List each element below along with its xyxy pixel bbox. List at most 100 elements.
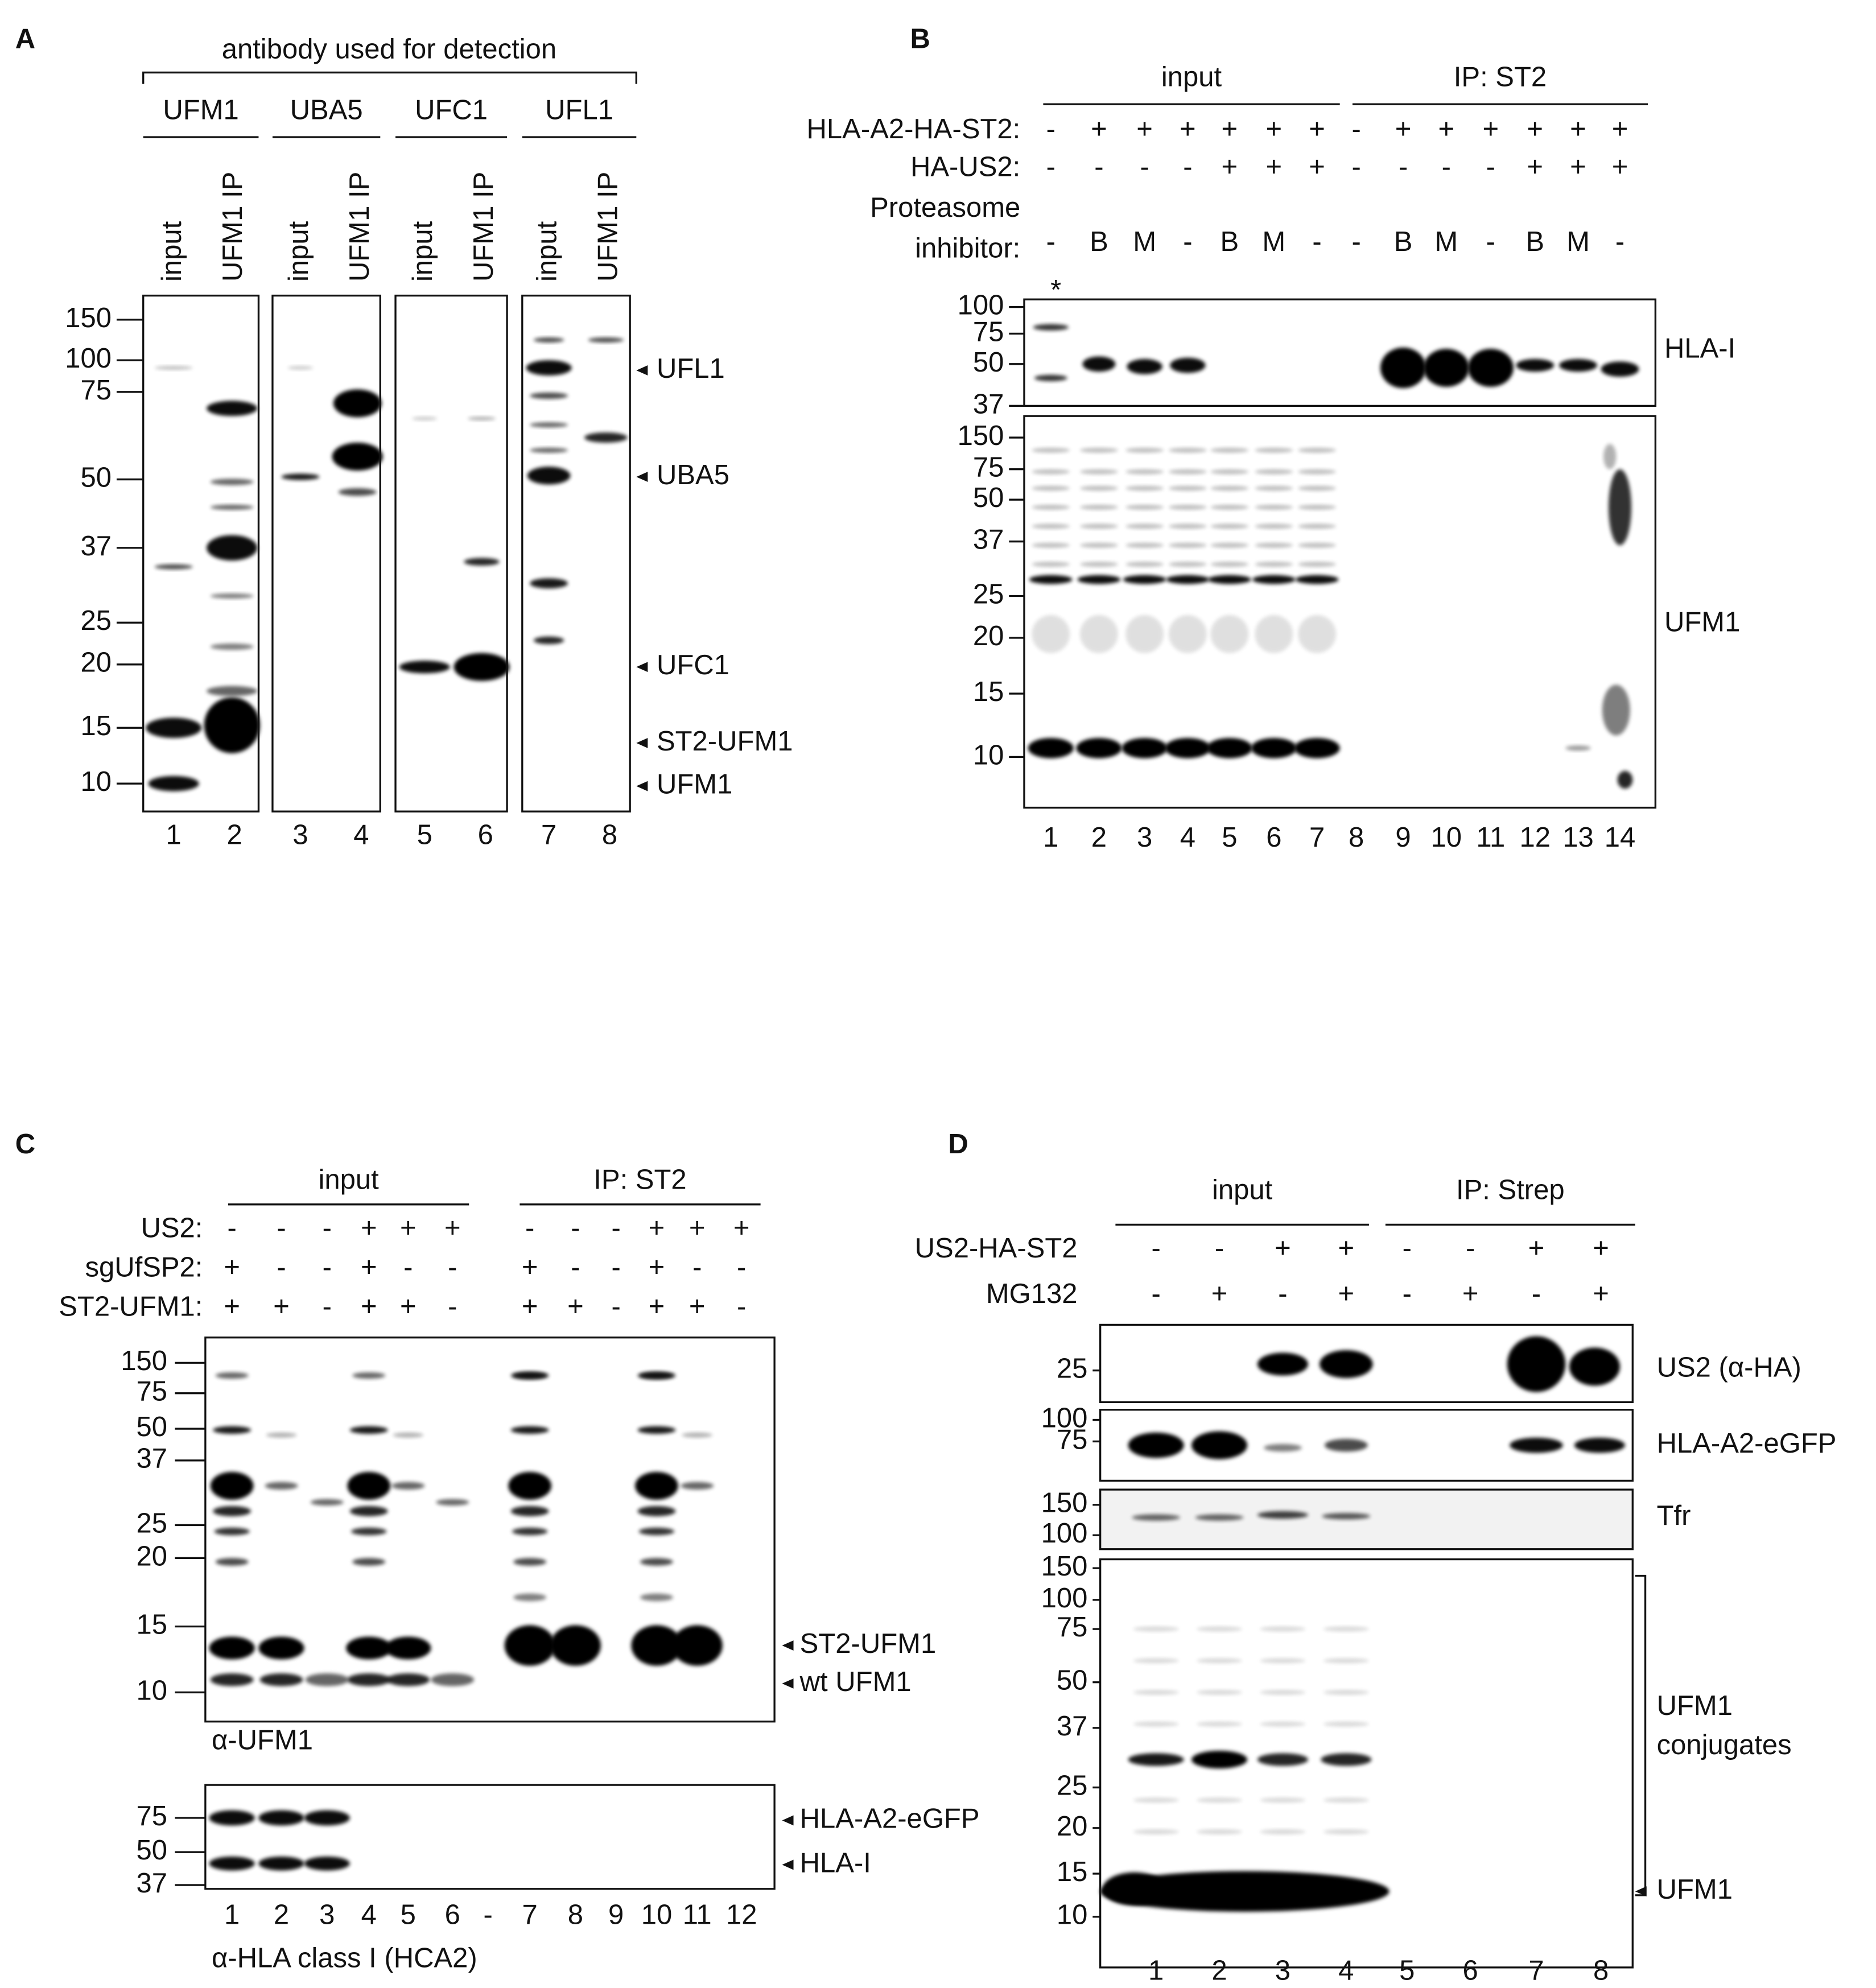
band	[213, 1426, 251, 1434]
blot-label: UFM1	[1657, 1690, 1733, 1721]
condition: +	[1528, 1233, 1545, 1264]
row-label: HA-US2:	[910, 152, 1020, 183]
condition: M	[1566, 226, 1590, 257]
band	[1298, 505, 1336, 510]
condition: +	[1570, 114, 1586, 145]
band	[1080, 469, 1118, 475]
blot-background	[1024, 299, 1656, 406]
arrowhead	[1635, 1886, 1647, 1897]
condition: -	[737, 1291, 746, 1322]
lane-number: 2	[274, 1900, 289, 1931]
band	[1133, 1658, 1179, 1664]
band	[281, 473, 320, 480]
blot-frame	[1023, 415, 1657, 809]
band	[1320, 1350, 1373, 1378]
lane-number: 7	[541, 820, 556, 851]
lane-number: 8	[1349, 822, 1364, 853]
band	[1323, 1721, 1369, 1727]
band	[258, 1636, 304, 1660]
band	[351, 1527, 387, 1536]
condition: -	[323, 1212, 332, 1243]
condition: +	[361, 1291, 377, 1322]
condition: -	[1183, 152, 1192, 183]
band	[1032, 562, 1070, 567]
condition: -	[1486, 152, 1495, 183]
band	[214, 1527, 250, 1536]
mw-marker: 37	[137, 1443, 168, 1474]
condition: +	[1570, 152, 1586, 183]
band	[1257, 1753, 1308, 1766]
band	[1210, 505, 1249, 510]
condition: -	[1532, 1278, 1541, 1309]
condition: -	[1403, 1278, 1412, 1309]
condition: +	[1211, 1278, 1228, 1309]
condition: -	[277, 1212, 286, 1243]
lane-number: 9	[608, 1900, 624, 1931]
condition: -	[1152, 1278, 1161, 1309]
row-label: US2-HA-ST2	[915, 1233, 1078, 1264]
blot-frame	[1099, 1558, 1634, 1969]
band	[352, 1372, 386, 1379]
band	[1191, 1750, 1248, 1769]
mw-marker: 50	[81, 462, 112, 493]
blot-frame	[1023, 298, 1657, 407]
mw-marker: 25	[973, 579, 1004, 609]
band	[588, 337, 624, 343]
condition: -	[1094, 152, 1103, 183]
lane-number: 1	[224, 1900, 240, 1931]
condition: -	[571, 1252, 580, 1282]
lane-number: 11	[1476, 822, 1505, 853]
band	[1168, 542, 1207, 548]
condition: +	[649, 1212, 665, 1243]
band	[338, 488, 377, 496]
lane-header: UFM1 IP	[468, 172, 499, 282]
band	[1298, 469, 1336, 475]
condition: B	[1525, 226, 1544, 257]
band	[347, 1673, 391, 1686]
mw-marker: 75	[973, 452, 1004, 483]
band	[468, 416, 496, 420]
panel-label: B	[910, 24, 930, 55]
condition: +	[1527, 152, 1543, 183]
condition: -	[1046, 114, 1055, 145]
condition: -	[1351, 226, 1360, 257]
condition: +	[400, 1212, 417, 1243]
row-label: inhibitor:	[915, 233, 1020, 263]
band	[1133, 1797, 1179, 1803]
mw-marker: 37	[973, 389, 1004, 419]
band	[1298, 614, 1336, 653]
mw-marker: 75	[1057, 1612, 1088, 1643]
band	[207, 401, 258, 416]
band	[1574, 1437, 1625, 1453]
blot-background	[1100, 1490, 1633, 1549]
band	[1210, 447, 1249, 453]
blot-frame	[204, 1337, 776, 1723]
condition: +	[1612, 114, 1628, 145]
band	[346, 1636, 392, 1660]
condition: +	[567, 1291, 584, 1322]
band	[1206, 738, 1252, 758]
band	[681, 1482, 714, 1490]
lane-number: 6	[445, 1900, 460, 1931]
band	[287, 366, 314, 370]
band	[1324, 1438, 1368, 1452]
lane-number: 3	[1275, 1956, 1290, 1986]
band	[258, 1856, 304, 1871]
condition: -	[611, 1252, 620, 1282]
condition: +	[1462, 1278, 1479, 1309]
band	[207, 686, 258, 696]
band	[512, 1527, 548, 1536]
lane-header: input	[156, 221, 187, 282]
row-label: HLA-A2-HA-ST2:	[807, 114, 1021, 145]
bracket	[142, 71, 637, 84]
panel-label: D	[948, 1129, 968, 1160]
condition: -	[737, 1252, 746, 1282]
panel-label: C	[15, 1129, 35, 1160]
band	[1168, 469, 1207, 475]
mw-marker: 50	[137, 1412, 168, 1442]
mw-marker: 20	[137, 1541, 168, 1572]
band	[584, 432, 628, 443]
band	[1260, 1721, 1306, 1727]
panel-label: A	[15, 24, 35, 55]
